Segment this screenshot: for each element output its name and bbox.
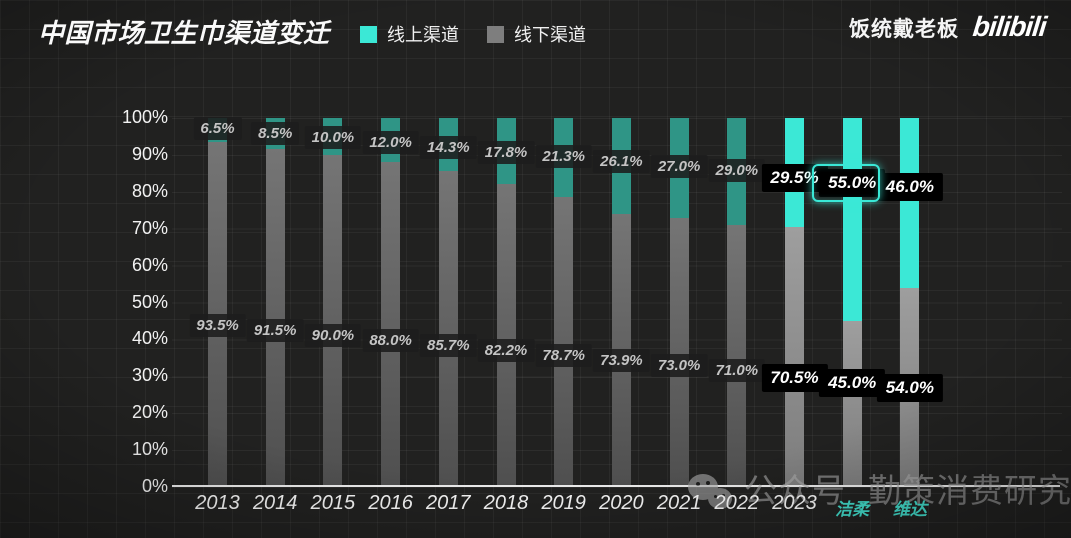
y-tick-70: 70% — [131, 217, 168, 238]
label-offline-2017: 85.7% — [420, 334, 477, 357]
bar-洁柔-offline-segment — [842, 320, 862, 487]
bar-2015-offline-segment — [323, 154, 343, 487]
y-tick-30: 30% — [131, 365, 168, 386]
chart-title: 中国市场卫生巾渠道变迁 — [38, 18, 330, 48]
label-offline-2023: 70.5% — [761, 364, 828, 392]
y-tick-80: 80% — [131, 180, 168, 201]
label-offline-2015: 90.0% — [304, 324, 362, 347]
label-online-2016: 12.0% — [362, 131, 419, 155]
x-label-洁柔: 洁柔 — [835, 500, 870, 519]
x-label-2016: 2016 — [368, 492, 413, 514]
label-online-2014: 8.5% — [251, 121, 300, 145]
bar-2013 — [208, 118, 227, 487]
bar-2017-offline-segment — [438, 170, 458, 487]
label-online-2017: 14.3% — [420, 135, 477, 159]
bar-2015 — [323, 118, 343, 487]
label-offline-2019: 78.7% — [535, 344, 592, 367]
legend-label-online: 线上渠道 — [387, 25, 459, 45]
label-offline-2020: 73.9% — [593, 349, 650, 372]
y-tick-0: 0% — [141, 476, 168, 496]
legend-label-offline: 线下渠道 — [514, 25, 586, 45]
bilibili-logo: bilibili — [971, 11, 1048, 42]
bar-2016-offline-segment — [381, 162, 401, 487]
label-online-2018: 17.8% — [477, 140, 535, 164]
bar-2020 — [611, 118, 631, 487]
bar-2023-offline-segment — [785, 226, 804, 487]
x-label-2021: 2021 — [656, 492, 702, 514]
label-online-维达: 46.0% — [876, 173, 943, 202]
brand-name: 饭统戴老板 — [849, 18, 959, 41]
watermark-name: 勤策消费研究 — [868, 472, 1071, 509]
x-label-2020: 2020 — [599, 492, 644, 514]
bar-2014 — [265, 118, 285, 487]
x-axis-line — [172, 485, 1060, 487]
label-online-2013: 6.5% — [193, 117, 242, 140]
label-online-洁柔: 55.0% — [819, 168, 886, 197]
bar-2018-offline-segment — [496, 183, 516, 487]
offline-channel-swatch-icon — [487, 25, 504, 43]
bar-2019 — [554, 118, 574, 487]
label-offline-维达: 54.0% — [876, 374, 943, 402]
online-channel-swatch-icon — [360, 25, 377, 43]
x-label-2023: 2023 — [772, 492, 817, 514]
label-offline-2016: 88.0% — [362, 329, 419, 352]
y-tick-100: 100% — [121, 107, 168, 127]
bar-2018 — [496, 118, 516, 487]
bar-洁柔-online-segment — [842, 118, 862, 321]
legend: 线上渠道 线下渠道 — [360, 21, 602, 47]
label-online-2021: 27.0% — [650, 154, 708, 178]
label-offline-2014: 91.5% — [246, 319, 304, 342]
y-tick-60: 60% — [131, 254, 168, 275]
x-label-2017: 2017 — [426, 492, 471, 514]
wechat-icon — [684, 466, 732, 510]
label-online-2015: 10.0% — [304, 126, 362, 150]
label-online-2019: 21.3% — [535, 145, 592, 169]
label-offline-洁柔: 45.0% — [819, 369, 886, 397]
channel-branding: 饭统戴老板 bilibili — [849, 11, 1048, 43]
bar-2016 — [381, 118, 401, 487]
legend-item-offline: 线下渠道 — [487, 21, 586, 47]
x-label-2018: 2018 — [483, 492, 529, 514]
x-label-2013: 2013 — [195, 492, 240, 514]
bar-2022-offline-segment — [727, 225, 747, 487]
x-label-2022: 2022 — [714, 492, 760, 514]
bar-2014-offline-segment — [265, 149, 285, 487]
x-label-维达: 维达 — [892, 500, 927, 519]
bar-维达-online-segment — [900, 118, 920, 288]
x-label-2019: 2019 — [541, 492, 586, 514]
watermark-prefix: 公众号 — [744, 472, 846, 509]
y-tick-40: 40% — [131, 328, 168, 349]
label-offline-2013: 93.5% — [189, 314, 246, 337]
bar-2019-offline-segment — [554, 196, 574, 487]
y-tick-50: 50% — [131, 291, 168, 312]
label-offline-2018: 82.2% — [477, 339, 535, 362]
label-offline-2021: 73.0% — [650, 354, 708, 377]
y-tick-10: 10% — [131, 439, 168, 460]
bar-2021-offline-segment — [669, 217, 689, 487]
x-label-2015: 2015 — [310, 492, 356, 514]
legend-item-online: 线上渠道 — [360, 21, 459, 47]
x-label-2014: 2014 — [252, 492, 298, 514]
y-tick-20: 20% — [131, 402, 168, 423]
label-online-2023: 29.5% — [761, 164, 828, 192]
label-offline-2022: 71.0% — [708, 359, 766, 382]
watermark-text: 公众号 勤策消费研究 — [744, 464, 1071, 512]
label-online-2022: 29.0% — [708, 159, 766, 183]
y-tick-90: 90% — [131, 143, 168, 164]
watermark: 公众号 勤策消费研究 — [684, 464, 1071, 512]
label-online-2020: 26.1% — [593, 149, 650, 173]
bar-2017 — [438, 118, 458, 487]
